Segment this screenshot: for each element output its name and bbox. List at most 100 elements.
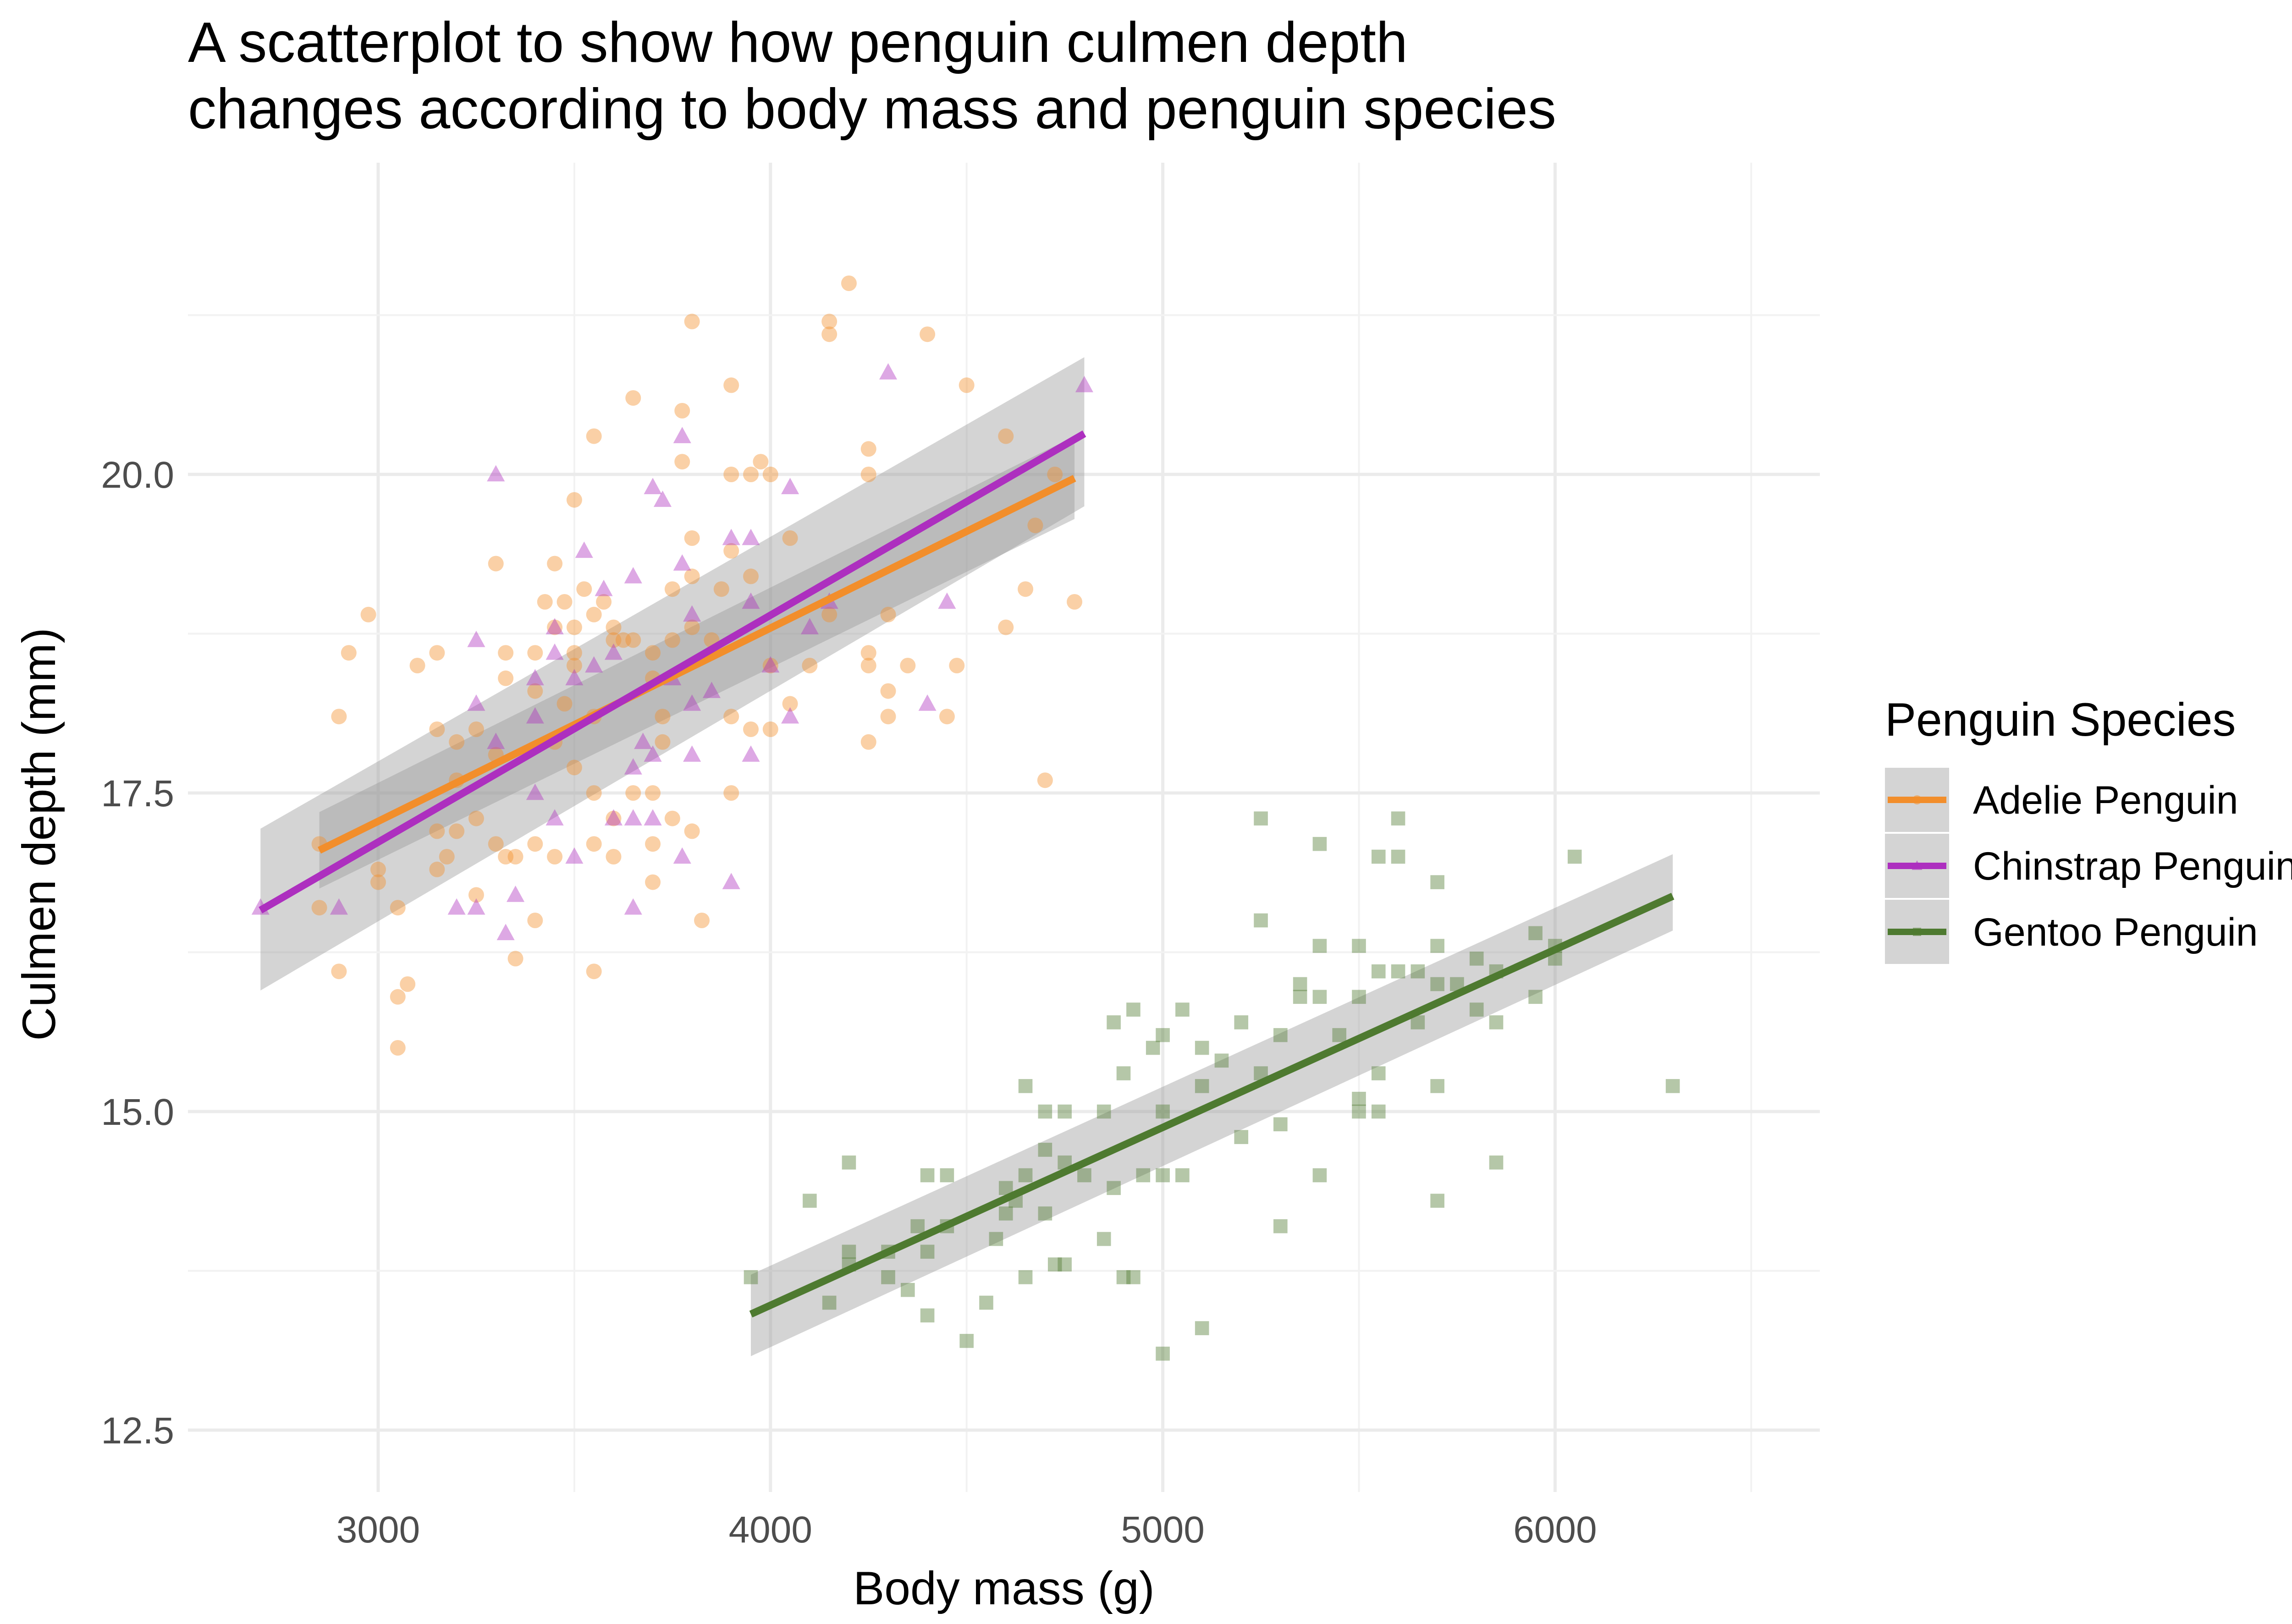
- x-tick-label: 3000: [336, 1509, 420, 1551]
- data-point: [596, 594, 612, 610]
- data-point: [683, 745, 701, 762]
- data-point: [674, 454, 690, 470]
- data-point: [860, 441, 876, 457]
- data-point: [920, 1308, 935, 1323]
- data-point: [586, 428, 602, 444]
- data-point: [595, 579, 613, 596]
- data-point: [1234, 1130, 1249, 1144]
- data-point: [526, 783, 544, 800]
- legend-key-marker: [1912, 795, 1922, 804]
- data-point: [880, 606, 896, 622]
- data-point: [547, 849, 563, 864]
- data-point: [1528, 990, 1543, 1004]
- data-point: [556, 594, 573, 610]
- data-point: [880, 709, 896, 725]
- data-point: [586, 785, 602, 801]
- x-tick-label: 6000: [1513, 1509, 1597, 1551]
- data-point: [506, 886, 525, 902]
- data-point: [684, 823, 700, 839]
- data-point: [645, 785, 661, 801]
- data-point: [1077, 1168, 1091, 1183]
- data-point: [653, 490, 672, 507]
- data-point: [901, 1283, 915, 1297]
- data-point: [822, 1295, 837, 1310]
- data-point: [1058, 1257, 1072, 1272]
- data-point: [761, 656, 780, 673]
- data-point: [468, 887, 484, 903]
- data-point: [586, 606, 602, 622]
- data-point: [860, 734, 876, 750]
- data-point: [1273, 1028, 1288, 1042]
- data-point: [860, 467, 876, 482]
- data-point: [918, 694, 937, 711]
- data-point: [644, 478, 662, 495]
- data-point: [1273, 1219, 1288, 1233]
- chart-title-line-2: changes according to body mass and pengu…: [188, 77, 1556, 141]
- data-point: [527, 913, 543, 928]
- data-point: [566, 658, 582, 673]
- data-point: [1430, 939, 1444, 953]
- data-point: [723, 785, 739, 801]
- data-point: [370, 861, 386, 877]
- series-points: [311, 275, 1083, 1056]
- data-point: [390, 900, 406, 916]
- data-point: [683, 605, 701, 622]
- data-point: [1489, 1155, 1504, 1170]
- legend-label: Adelie Penguin: [1973, 778, 2238, 822]
- legend-key-marker: [1913, 928, 1921, 936]
- data-point: [429, 861, 445, 877]
- data-point: [527, 645, 543, 661]
- data-point: [842, 1155, 856, 1170]
- data-point: [742, 745, 760, 762]
- data-point: [655, 709, 671, 725]
- data-point: [487, 465, 505, 482]
- data-point: [959, 1334, 974, 1348]
- data-point: [645, 645, 661, 661]
- y-tick-label: 12.5: [101, 1410, 174, 1452]
- data-point: [1430, 977, 1444, 991]
- data-point: [723, 377, 739, 393]
- data-point: [1371, 1104, 1386, 1119]
- data-point: [498, 645, 514, 661]
- data-point: [566, 760, 582, 776]
- data-point: [803, 1194, 817, 1208]
- x-axis-title: Body mass (g): [853, 1562, 1155, 1614]
- data-point: [664, 810, 680, 826]
- data-point: [370, 874, 386, 890]
- data-point: [566, 645, 582, 661]
- data-point: [1116, 1066, 1131, 1080]
- data-point: [1146, 1040, 1160, 1055]
- data-point: [1018, 581, 1034, 597]
- data-point: [1528, 926, 1543, 941]
- data-point: [1312, 990, 1327, 1004]
- data-point: [723, 543, 739, 559]
- data-point: [900, 658, 916, 673]
- data-point: [989, 1232, 1003, 1246]
- data-point: [547, 556, 563, 572]
- data-point: [1234, 1015, 1249, 1029]
- data-point: [1047, 467, 1063, 482]
- data-point: [341, 645, 357, 661]
- series-points: [744, 811, 1680, 1361]
- legend-title: Penguin Species: [1885, 694, 2236, 746]
- data-point: [684, 530, 700, 546]
- data-point: [782, 530, 798, 546]
- data-point: [576, 581, 592, 597]
- trend-line: [749, 892, 1675, 1318]
- data-point: [762, 467, 778, 482]
- data-point: [1391, 811, 1405, 826]
- data-point: [400, 976, 416, 992]
- data-point: [1665, 1079, 1680, 1093]
- data-point: [1175, 1168, 1190, 1183]
- data-point: [390, 1040, 406, 1056]
- legend-item: Adelie Penguin: [1885, 768, 2238, 832]
- data-point: [498, 670, 514, 686]
- data-point: [1195, 1079, 1209, 1093]
- data-point: [722, 873, 740, 889]
- data-point: [802, 658, 818, 673]
- data-point: [487, 732, 505, 749]
- data-point: [1156, 1028, 1170, 1042]
- data-point: [1067, 594, 1083, 610]
- trend-line: [318, 475, 1076, 854]
